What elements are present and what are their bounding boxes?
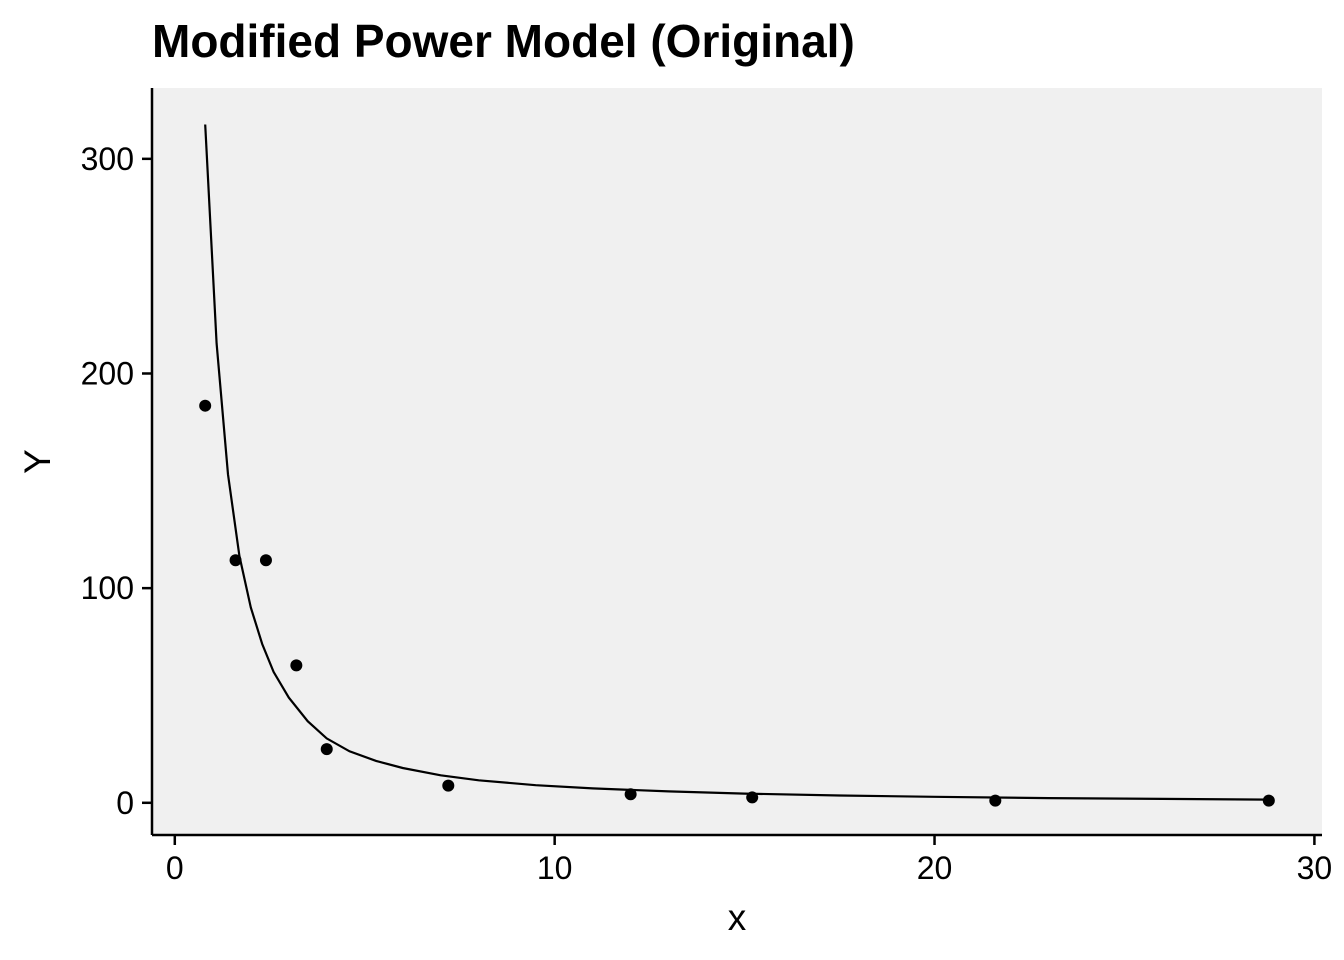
plot-panel [152, 88, 1322, 835]
x-axis-title: x [728, 897, 747, 938]
data-point [320, 743, 333, 756]
y-tick-label: 0 [116, 785, 134, 821]
x-tick-label: 0 [166, 850, 184, 886]
data-point [259, 554, 272, 567]
data-point [989, 794, 1002, 807]
data-point [746, 791, 759, 804]
chart-marks [199, 124, 1275, 807]
y-axis-title: Y [17, 449, 58, 474]
x-tick-label: 10 [537, 850, 573, 886]
data-point [290, 659, 303, 672]
data-point [624, 788, 637, 801]
y-tick-label: 100 [81, 570, 134, 606]
data-point [229, 554, 242, 567]
data-point [199, 399, 212, 412]
y-tick-label: 300 [81, 141, 134, 177]
x-tick-label: 20 [917, 850, 953, 886]
fitted-curve [204, 124, 1269, 801]
x-tick-label: 30 [1297, 850, 1333, 886]
chart-title: Modified Power Model (Original) [152, 15, 855, 67]
data-point [442, 779, 455, 792]
data-point [1262, 794, 1275, 807]
y-tick-label: 200 [81, 355, 134, 391]
